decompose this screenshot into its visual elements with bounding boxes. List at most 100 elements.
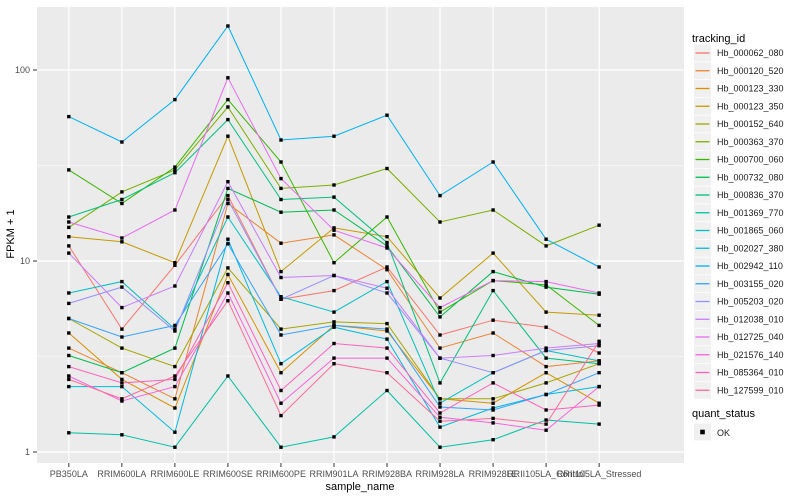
data-point <box>597 403 601 407</box>
data-point <box>173 384 177 389</box>
legend-items-layer: Hb_000062_080 Hb_000120_520 Hb_000123_330 H… <box>694 44 784 441</box>
data-point <box>120 236 124 240</box>
y-tick-label: 10 <box>20 256 30 266</box>
legend-item-label: Hb_002027_380 <box>717 243 784 253</box>
data-point <box>120 305 124 310</box>
data-point <box>438 193 442 198</box>
legend-item-label: Hb_000152_640 <box>717 119 784 129</box>
data-point <box>438 419 442 423</box>
legend-item-label: Hb_001369_770 <box>717 208 784 218</box>
data-point <box>279 210 283 214</box>
data-point <box>332 325 336 329</box>
data-point <box>226 266 230 270</box>
x-tick-label: RRII105LA_Stressed <box>557 469 642 479</box>
data-point <box>67 215 71 219</box>
data-point <box>120 201 124 206</box>
data-point <box>173 406 177 410</box>
data-point <box>491 371 495 375</box>
data-point <box>332 228 336 232</box>
legend-item-label: Hb_000732_080 <box>717 172 784 182</box>
data-point <box>597 422 601 426</box>
data-point <box>491 278 495 283</box>
quant-ok-square-icon <box>700 429 705 435</box>
data-point <box>597 323 601 328</box>
data-point <box>491 421 495 425</box>
data-point <box>120 399 124 403</box>
x-tick-label: RRIM600PE <box>256 469 306 479</box>
data-point <box>226 105 230 109</box>
legend-item-label: Hb_000123_350 <box>717 101 784 111</box>
data-point <box>385 246 389 250</box>
data-point <box>544 418 548 422</box>
data-point <box>332 233 336 237</box>
data-point <box>491 397 495 401</box>
data-point <box>438 333 442 337</box>
data-point <box>279 295 283 299</box>
x-axis-title: sample_name <box>325 481 394 493</box>
data-point <box>226 374 230 378</box>
data-point <box>438 220 442 224</box>
data-point <box>385 235 389 239</box>
data-point <box>173 445 177 449</box>
data-point <box>597 362 601 366</box>
data-point <box>173 261 177 265</box>
data-point <box>67 353 71 358</box>
data-point <box>332 288 336 293</box>
data-point <box>438 415 442 419</box>
data-point <box>226 215 230 219</box>
data-point <box>544 408 548 412</box>
legend-item-label: Hb_000120_520 <box>717 66 784 76</box>
x-tick-label: PB350LA <box>50 469 88 479</box>
data-point <box>385 166 389 171</box>
data-point <box>120 377 124 382</box>
data-point <box>385 113 389 117</box>
data-point <box>332 310 336 314</box>
data-point <box>226 97 230 102</box>
legend-item-label: Hb_127599_010 <box>717 385 784 395</box>
data-point <box>120 140 124 144</box>
data-point <box>226 272 230 277</box>
data-point <box>491 381 495 385</box>
data-point <box>226 242 230 246</box>
data-point <box>279 413 283 418</box>
data-point <box>438 346 442 350</box>
data-point <box>279 401 283 405</box>
data-point <box>226 180 230 184</box>
data-point <box>385 291 389 295</box>
data-point <box>120 197 124 202</box>
legend-item-label: Hb_000363_370 <box>717 137 784 147</box>
data-point <box>173 284 177 288</box>
data-point <box>226 197 230 202</box>
data-point <box>173 208 177 212</box>
data-point <box>279 241 283 245</box>
data-point <box>279 197 283 202</box>
data-point <box>438 310 442 314</box>
data-point <box>544 392 548 397</box>
data-point <box>67 384 71 389</box>
data-point <box>385 346 389 350</box>
data-point <box>332 134 336 138</box>
data-point <box>120 384 124 389</box>
data-point <box>120 371 124 375</box>
data-point <box>67 364 71 369</box>
data-point <box>120 327 124 331</box>
data-point <box>438 315 442 319</box>
y-tick-label: 100 <box>15 65 30 75</box>
data-point <box>544 310 548 314</box>
data-point <box>67 331 71 335</box>
data-point <box>597 339 601 343</box>
data-point <box>173 97 177 102</box>
data-point <box>120 346 124 350</box>
data-point <box>173 430 177 434</box>
data-point <box>544 371 548 375</box>
data-point <box>332 362 336 366</box>
data-point <box>67 291 71 295</box>
data-point <box>385 327 389 331</box>
data-point <box>226 291 230 295</box>
data-point <box>67 244 71 248</box>
data-point <box>67 374 71 378</box>
data-point <box>385 356 389 360</box>
data-point <box>491 416 495 421</box>
data-point <box>597 401 601 405</box>
data-point <box>491 406 495 410</box>
